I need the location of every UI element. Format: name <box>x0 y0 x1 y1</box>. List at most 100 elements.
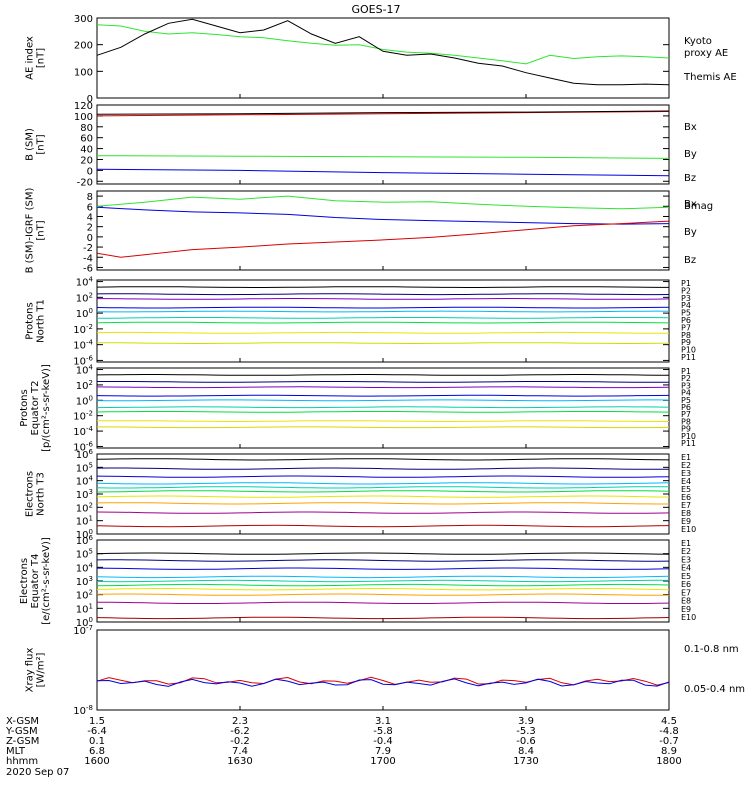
series-line-e6 <box>96 583 670 587</box>
y-tick-label: 106 <box>76 534 94 547</box>
x-row-label: X-GSM <box>6 716 39 727</box>
y-tick-label: 100 <box>76 307 93 320</box>
legend-entry: Bx <box>684 199 697 210</box>
x-tick-label: 8.4 <box>518 746 534 757</box>
x-tick-label: 2.3 <box>232 716 248 727</box>
y-tick-label: 10-4 <box>73 425 93 438</box>
y-tick-label: 100 <box>76 528 93 541</box>
x-tick-label: 1.5 <box>89 716 105 727</box>
y-tick-label: 101 <box>76 515 93 528</box>
x-tick-label: 1600 <box>84 756 109 767</box>
y-tick-label: 104 <box>76 475 94 488</box>
legend-entry: P8 <box>681 331 691 340</box>
series-line-e4 <box>96 575 670 579</box>
series-line-p7 <box>96 321 670 324</box>
y-axis-label: Xray flux[W/m²] <box>25 648 47 693</box>
x-tick-label: -4.8 <box>659 726 679 737</box>
legend-entry: E4 <box>681 564 691 573</box>
y-tick-label: 104 <box>76 561 94 574</box>
legend-entry: E2 <box>681 547 691 556</box>
y-tick-label: 8 <box>87 192 93 203</box>
figure-title: GOES-17 <box>351 3 400 16</box>
y-tick-label: 102 <box>76 379 93 392</box>
x-row-label: 2020 Sep 07 <box>6 767 69 778</box>
y-tick-label: 100 <box>74 112 93 123</box>
legend-entry: Kyoto <box>684 36 712 47</box>
panel-frame <box>96 279 670 363</box>
legend-entry: P9 <box>681 338 691 347</box>
series-line-p9 <box>97 426 670 429</box>
series-line-e8 <box>96 502 669 505</box>
series-line-p5 <box>96 399 670 402</box>
x-tick-label: 3.9 <box>518 716 534 727</box>
y-tick-label: -4 <box>83 253 93 264</box>
y-tick-label: 104 <box>76 364 94 377</box>
panel-frame <box>96 629 670 711</box>
series-line-e6 <box>96 490 670 493</box>
legend-entry: E1 <box>681 539 691 548</box>
x-tick-label: -6.4 <box>87 726 107 737</box>
x-tick-label: -0.2 <box>230 736 250 747</box>
legend-entry: E3 <box>681 469 691 478</box>
y-tick-label: 102 <box>76 291 93 304</box>
legend-entry: E5 <box>681 485 691 494</box>
legend-entry: Bx <box>684 122 697 133</box>
legend-entry: P1 <box>681 367 691 376</box>
series-line-e5 <box>96 579 670 583</box>
series-line-p4 <box>96 306 670 309</box>
x-tick-label: -5.8 <box>373 726 393 737</box>
y-tick-label: 10-6 <box>73 440 93 453</box>
series-line-p6 <box>96 406 670 409</box>
legend-entry: P2 <box>681 374 691 383</box>
legend-entry: E4 <box>681 477 691 486</box>
y-tick-label: 2 <box>87 223 93 234</box>
y-tick-label: 10-2 <box>73 323 93 336</box>
y-tick-label: 102 <box>76 501 93 514</box>
x-tick-label: 1730 <box>513 756 538 767</box>
y-axis-label: AE index[nT] <box>25 36 47 80</box>
y-tick-label: 104 <box>76 276 94 289</box>
series-line-e3 <box>96 567 670 570</box>
legend-entry: E9 <box>681 517 691 526</box>
x-tick-label: 3.1 <box>375 716 391 727</box>
legend-entry: P3 <box>681 294 691 303</box>
y-tick-label: 60 <box>80 134 93 145</box>
y-tick-label: 6 <box>87 202 93 213</box>
legend-entry: E6 <box>681 580 691 589</box>
legend-entry: P7 <box>681 323 691 332</box>
series-line-p1 <box>96 286 669 288</box>
y-tick-label: -6 <box>83 263 93 274</box>
series-line-e7 <box>96 495 670 498</box>
y-tick-label: 300 <box>74 14 93 25</box>
y-tick-label: 100 <box>76 616 93 629</box>
legend-entry: P8 <box>681 417 691 426</box>
legend-entry: P5 <box>681 396 691 405</box>
x-tick-label: 7.4 <box>232 746 248 757</box>
series-line-p5 <box>96 310 670 313</box>
series-line-e4 <box>96 482 670 485</box>
series-line-p3 <box>97 298 670 300</box>
series-line-e1 <box>96 458 670 461</box>
y-axis-label: ElectronsNorth T3 <box>25 471 47 517</box>
x-tick-label: -5.3 <box>516 726 536 737</box>
y-tick-label: 103 <box>76 488 93 501</box>
y-tick-label: 100 <box>76 394 93 407</box>
series-line-e9 <box>96 601 670 604</box>
legend-entry: E8 <box>681 597 691 606</box>
series-line-bz <box>96 220 670 258</box>
series-line-e7 <box>96 588 670 591</box>
legend-entry: P4 <box>681 301 691 310</box>
series-line-e10 <box>96 524 670 528</box>
series-line-p7 <box>96 411 670 413</box>
legend-entry: P3 <box>681 381 691 390</box>
legend-entry: P1 <box>681 279 691 288</box>
series-line-p9 <box>97 342 670 344</box>
y-tick-label: -20 <box>77 177 93 188</box>
x-tick-label: -6.2 <box>230 726 250 737</box>
panel-pe: 10-6 10-4 10-2 100 102 104 ProtonsEquator T2[p… <box>19 364 696 454</box>
